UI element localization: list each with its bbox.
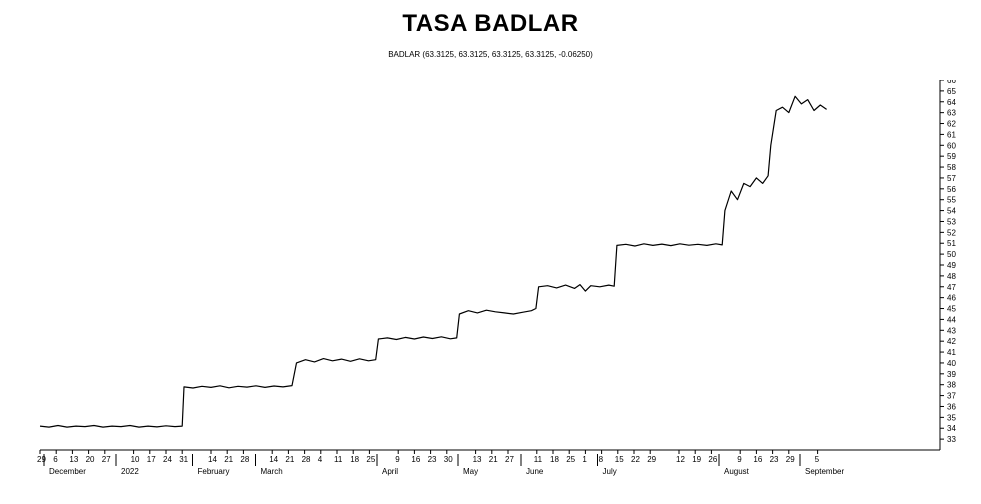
svg-text:50: 50 — [947, 250, 956, 259]
svg-text:60: 60 — [947, 141, 956, 150]
svg-text:August: August — [724, 467, 750, 476]
svg-text:February: February — [198, 467, 230, 476]
svg-text:25: 25 — [366, 455, 375, 464]
chart-subtitle: BADLAR (63.3125, 63.3125, 63.3125, 63.31… — [0, 50, 981, 59]
svg-text:21: 21 — [224, 455, 233, 464]
svg-text:17: 17 — [147, 455, 156, 464]
svg-text:58: 58 — [947, 163, 956, 172]
svg-text:26: 26 — [708, 455, 717, 464]
svg-text:16: 16 — [411, 455, 420, 464]
svg-text:44: 44 — [947, 315, 956, 324]
svg-text:8: 8 — [599, 455, 604, 464]
svg-text:13: 13 — [473, 455, 482, 464]
svg-text:20: 20 — [86, 455, 95, 464]
svg-text:46: 46 — [947, 294, 956, 303]
svg-text:52: 52 — [947, 228, 956, 237]
svg-text:22: 22 — [631, 455, 640, 464]
svg-text:27: 27 — [505, 455, 514, 464]
svg-text:45: 45 — [947, 305, 956, 314]
svg-text:6: 6 — [53, 455, 58, 464]
svg-text:42: 42 — [947, 337, 956, 346]
svg-text:2022: 2022 — [121, 467, 139, 476]
svg-text:37: 37 — [947, 392, 956, 401]
svg-text:29: 29 — [786, 455, 795, 464]
svg-text:65: 65 — [947, 87, 956, 96]
svg-text:53: 53 — [947, 217, 956, 226]
svg-text:June: June — [526, 467, 544, 476]
svg-text:66: 66 — [947, 80, 956, 85]
svg-text:September: September — [805, 467, 844, 476]
svg-text:59: 59 — [947, 152, 956, 161]
svg-text:15: 15 — [615, 455, 624, 464]
svg-text:April: April — [382, 467, 398, 476]
svg-text:38: 38 — [947, 381, 956, 390]
svg-text:48: 48 — [947, 272, 956, 281]
svg-text:5: 5 — [815, 455, 820, 464]
svg-text:12: 12 — [676, 455, 685, 464]
svg-text:21: 21 — [285, 455, 294, 464]
svg-text:31: 31 — [179, 455, 188, 464]
svg-text:55: 55 — [947, 196, 956, 205]
chart-area: 3334353637383940414243444546474849505152… — [0, 80, 981, 490]
svg-text:19: 19 — [692, 455, 701, 464]
svg-text:25: 25 — [566, 455, 575, 464]
svg-text:39: 39 — [947, 370, 956, 379]
svg-text:March: March — [261, 467, 283, 476]
svg-text:9: 9 — [395, 455, 400, 464]
svg-text:21: 21 — [489, 455, 498, 464]
svg-text:28: 28 — [240, 455, 249, 464]
svg-text:36: 36 — [947, 402, 956, 411]
svg-text:27: 27 — [102, 455, 111, 464]
svg-text:41: 41 — [947, 348, 956, 357]
svg-text:49: 49 — [947, 261, 956, 270]
svg-text:11: 11 — [334, 455, 343, 464]
svg-text:61: 61 — [947, 130, 956, 139]
svg-text:18: 18 — [550, 455, 559, 464]
svg-text:14: 14 — [208, 455, 217, 464]
svg-text:23: 23 — [770, 455, 779, 464]
svg-text:16: 16 — [753, 455, 762, 464]
svg-text:18: 18 — [350, 455, 359, 464]
chart-title: TASA BADLAR — [0, 10, 981, 38]
svg-text:14: 14 — [269, 455, 278, 464]
svg-text:47: 47 — [947, 283, 956, 292]
svg-text:11: 11 — [534, 455, 543, 464]
svg-text:July: July — [603, 467, 617, 476]
svg-text:43: 43 — [947, 326, 956, 335]
svg-text:December: December — [49, 467, 86, 476]
svg-text:4: 4 — [318, 455, 323, 464]
svg-text:56: 56 — [947, 185, 956, 194]
svg-text:57: 57 — [947, 174, 956, 183]
svg-text:28: 28 — [302, 455, 311, 464]
svg-text:35: 35 — [947, 413, 956, 422]
svg-text:29: 29 — [37, 455, 46, 464]
svg-text:30: 30 — [444, 455, 453, 464]
svg-text:24: 24 — [163, 455, 172, 464]
svg-text:63: 63 — [947, 109, 956, 118]
svg-text:29: 29 — [647, 455, 656, 464]
svg-text:34: 34 — [947, 424, 956, 433]
chart-svg: 3334353637383940414243444546474849505152… — [0, 80, 981, 490]
svg-text:54: 54 — [947, 207, 956, 216]
svg-text:51: 51 — [947, 239, 956, 248]
svg-text:64: 64 — [947, 98, 956, 107]
svg-text:33: 33 — [947, 435, 956, 444]
svg-text:10: 10 — [131, 455, 140, 464]
svg-text:40: 40 — [947, 359, 956, 368]
svg-text:9: 9 — [737, 455, 742, 464]
svg-text:13: 13 — [69, 455, 78, 464]
svg-text:62: 62 — [947, 120, 956, 129]
svg-text:May: May — [463, 467, 478, 476]
svg-text:23: 23 — [428, 455, 437, 464]
svg-text:1: 1 — [582, 455, 587, 464]
